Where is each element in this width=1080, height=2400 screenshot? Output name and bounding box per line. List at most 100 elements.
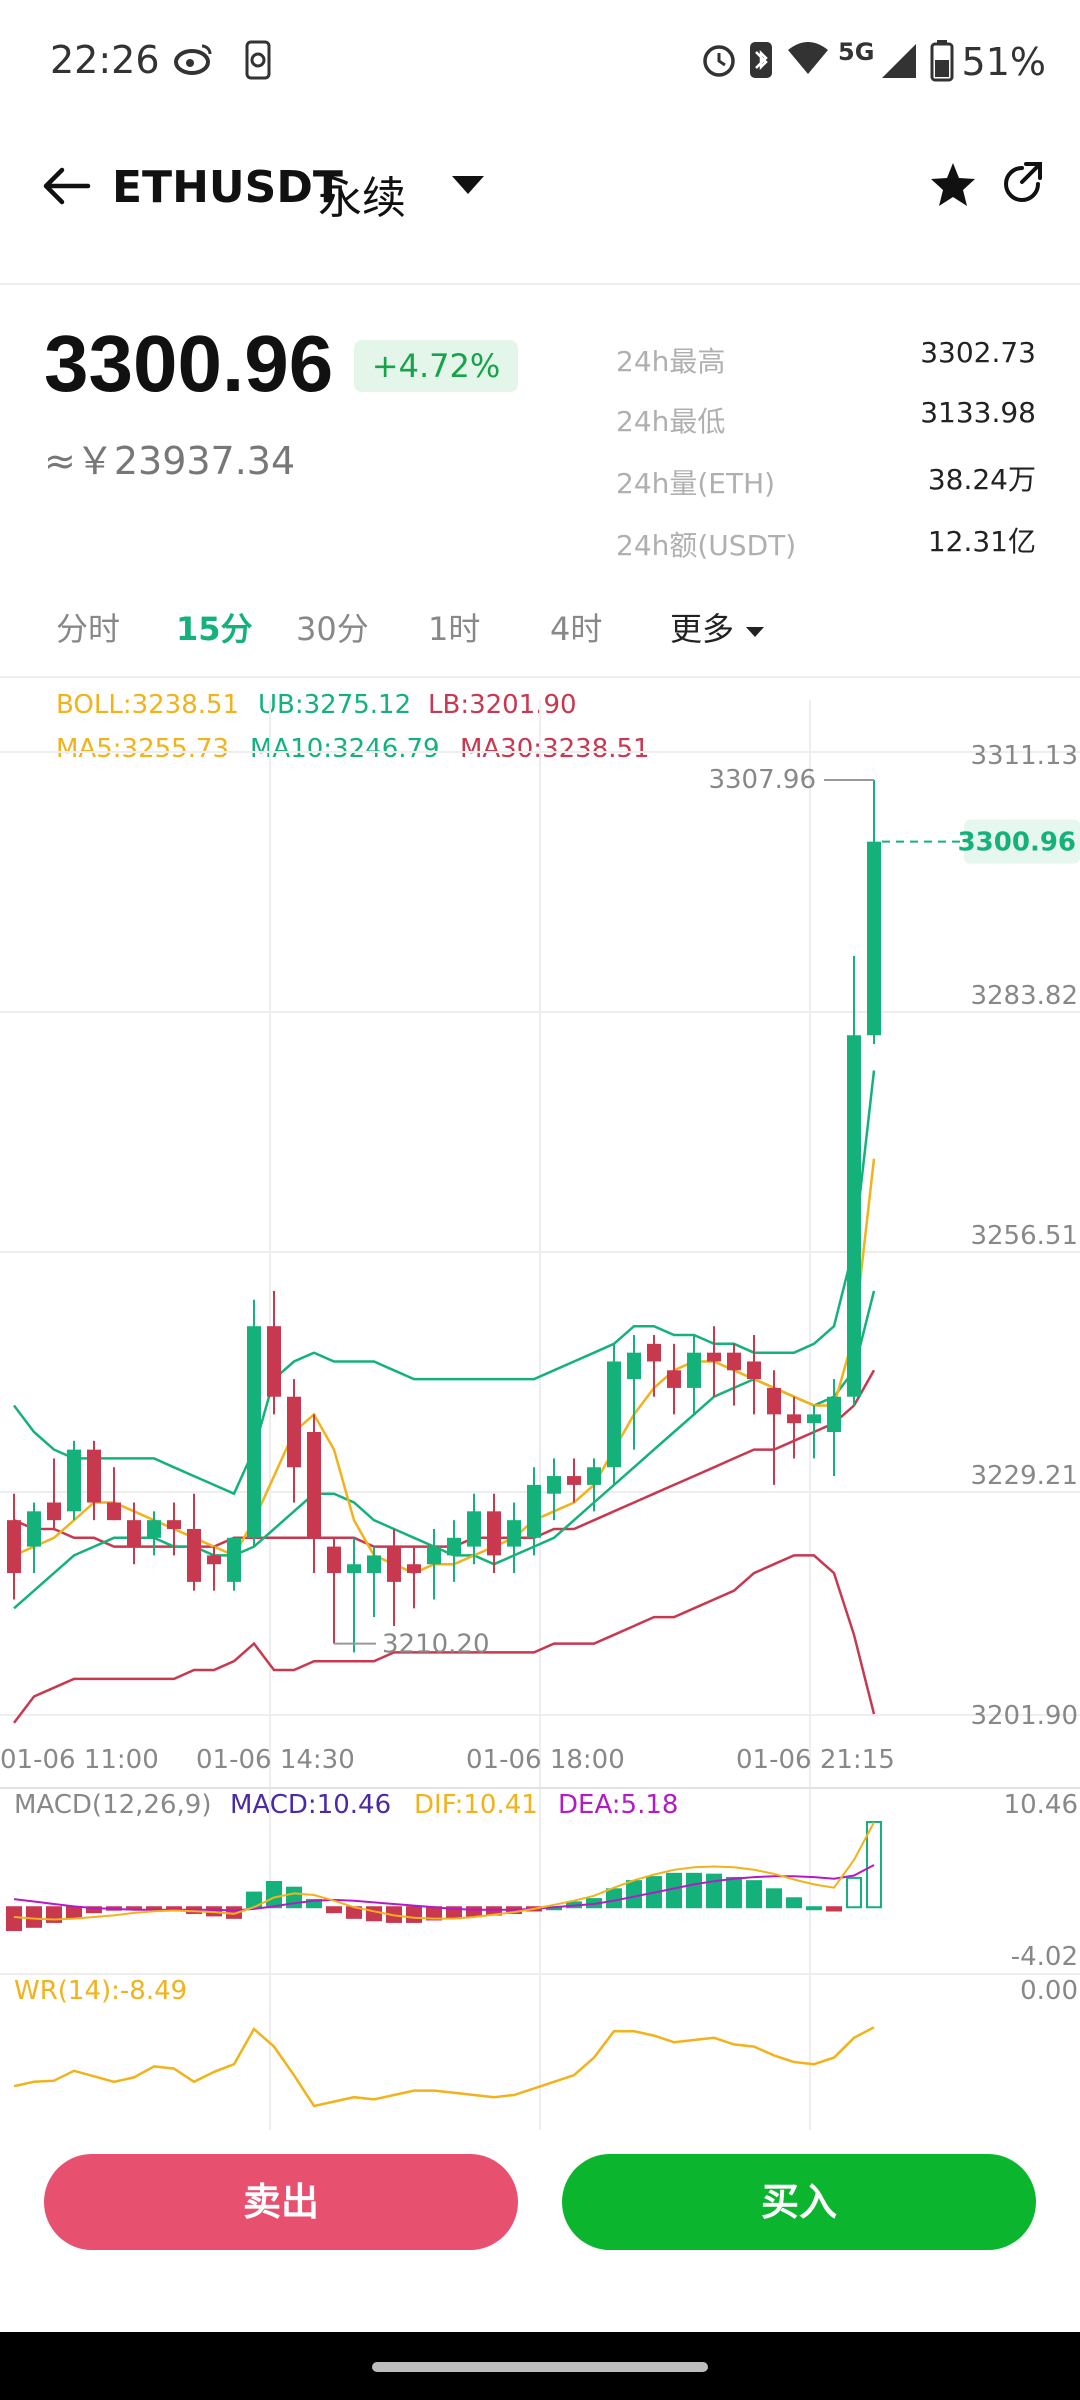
candle-body	[587, 1467, 601, 1485]
boll-ub-line	[13, 1070, 876, 1496]
tab-more[interactable]: 更多	[670, 604, 766, 650]
stat-label-volume: 24h量(ETH)	[616, 467, 776, 500]
ma10-line	[13, 1290, 876, 1610]
candle-body	[127, 1520, 141, 1547]
back-arrow-icon[interactable]	[40, 160, 100, 220]
candle-body	[687, 1352, 701, 1388]
y-axis-tick-label: 3229.21	[970, 1461, 1078, 1491]
stat-label-high: 24h最高	[616, 345, 726, 378]
macd-histogram-bar	[726, 1876, 742, 1909]
candle-body	[467, 1511, 481, 1547]
candle-body	[807, 1414, 821, 1424]
stat-label-low: 24h最低	[616, 405, 726, 438]
header-divider	[0, 283, 1080, 285]
share-icon[interactable]	[1000, 160, 1050, 220]
wr-max-label: 0.00	[1020, 1976, 1078, 2006]
candle-body	[7, 1520, 21, 1574]
y-axis-tick-label: 3256.51	[970, 1221, 1078, 1251]
macd-histogram-bar	[6, 1906, 22, 1932]
tab-4h[interactable]: 4时	[550, 610, 603, 648]
candle-body	[247, 1326, 261, 1538]
dif-line	[13, 1821, 875, 1921]
macd-histogram-bar	[746, 1880, 762, 1909]
symbol-title[interactable]: ETHUSDT	[112, 162, 343, 213]
dea-line	[13, 1864, 875, 1912]
tab-15m[interactable]: 15分	[176, 610, 253, 648]
high-marker-label: 3307.96	[708, 765, 816, 795]
candle-body	[727, 1352, 741, 1371]
ma5-line	[13, 1158, 876, 1575]
candle-body	[707, 1352, 721, 1362]
buy-button[interactable]: 买入	[562, 2154, 1036, 2250]
candle-body	[867, 841, 881, 1036]
candle-body	[147, 1520, 161, 1538]
candle-body	[307, 1431, 321, 1538]
current-price-tag-label: 3300.96	[958, 828, 1076, 858]
macd-name-label: MACD(12,26,9)	[14, 1790, 212, 1820]
contract-type-label[interactable]: 永续	[318, 173, 406, 224]
macd-histogram-bar	[866, 1821, 882, 1909]
candle-body	[547, 1476, 561, 1494]
sell-button[interactable]: 卖出	[44, 2154, 518, 2250]
ma30-line	[13, 1369, 876, 1548]
macd-value-label: MACD:10.46	[230, 1790, 392, 1820]
candle-body	[187, 1528, 201, 1582]
macd-histogram-bar	[266, 1880, 282, 1909]
network-type: 5G	[838, 38, 875, 66]
status-bar: 22:26 5G 51%	[0, 0, 1080, 120]
last-price: 3300.96	[44, 319, 334, 408]
y-axis-tick-label: 3201.90	[970, 1701, 1078, 1731]
candle-body	[267, 1326, 281, 1397]
star-icon[interactable]	[928, 160, 978, 223]
candle-body	[507, 1520, 521, 1547]
candle-body	[287, 1396, 301, 1468]
candle-body	[627, 1352, 641, 1380]
tab-more-label: 更多	[670, 610, 735, 648]
macd-histogram-bar	[606, 1888, 622, 1909]
candle-body	[647, 1343, 661, 1362]
x-axis-tick-label: 01-06 18:00	[466, 1745, 625, 1775]
signal-icon	[878, 40, 918, 89]
x-axis-tick-label: 01-06 11:00	[0, 1745, 159, 1775]
tabs-divider	[0, 676, 1080, 678]
ma30-label: MA30:3238.51	[460, 734, 650, 764]
alarm-icon	[700, 40, 738, 87]
candle-body	[227, 1537, 241, 1582]
candle-body	[567, 1476, 581, 1485]
macd-histogram-bar	[766, 1888, 782, 1909]
candle-body	[67, 1449, 81, 1512]
cny-equivalent-price: ≈￥23937.34	[44, 439, 296, 483]
stat-value-turnover: 12.31亿	[927, 525, 1036, 558]
macd-histogram-bar	[66, 1906, 82, 1919]
phone-sync-icon	[244, 40, 274, 89]
macd-histogram-bar	[626, 1880, 642, 1909]
ma5-label: MA5:3255.73	[56, 734, 230, 764]
dropdown-triangle-icon[interactable]	[450, 168, 486, 209]
candle-body	[787, 1414, 801, 1424]
candle-body	[847, 1035, 861, 1397]
boll-lb-line	[13, 1554, 876, 1724]
change-percent-badge: +4.72%	[354, 340, 518, 392]
stat-value-volume: 38.24万	[927, 463, 1036, 496]
candle-body	[667, 1370, 681, 1388]
kline-chart[interactable]: 3311.13 3283.82 3256.51 3229.21 3201.90 01-06…	[0, 680, 1080, 2130]
caret-down-icon	[744, 610, 766, 648]
tab-time-share[interactable]: 分时	[56, 610, 121, 648]
home-indicator[interactable]	[372, 2362, 708, 2372]
tab-30m[interactable]: 30分	[296, 610, 369, 648]
macd-min-label: -4.02	[1010, 1942, 1078, 1972]
candle-body	[167, 1520, 181, 1529]
weibo-icon	[174, 40, 214, 85]
candle-body	[747, 1361, 761, 1380]
macd-histogram-bar	[46, 1906, 62, 1923]
candle-body	[87, 1449, 101, 1503]
wifi-icon	[786, 40, 830, 85]
tab-1h[interactable]: 1时	[428, 610, 481, 648]
candle-body	[107, 1502, 121, 1521]
stat-value-high: 3302.73	[920, 336, 1036, 369]
candle-body	[27, 1511, 41, 1547]
dea-value-label: DEA:5.18	[558, 1790, 679, 1820]
macd-histogram-bar	[666, 1872, 682, 1909]
boll-lb-label: LB:3201.90	[428, 690, 577, 720]
candle-body	[487, 1511, 501, 1556]
